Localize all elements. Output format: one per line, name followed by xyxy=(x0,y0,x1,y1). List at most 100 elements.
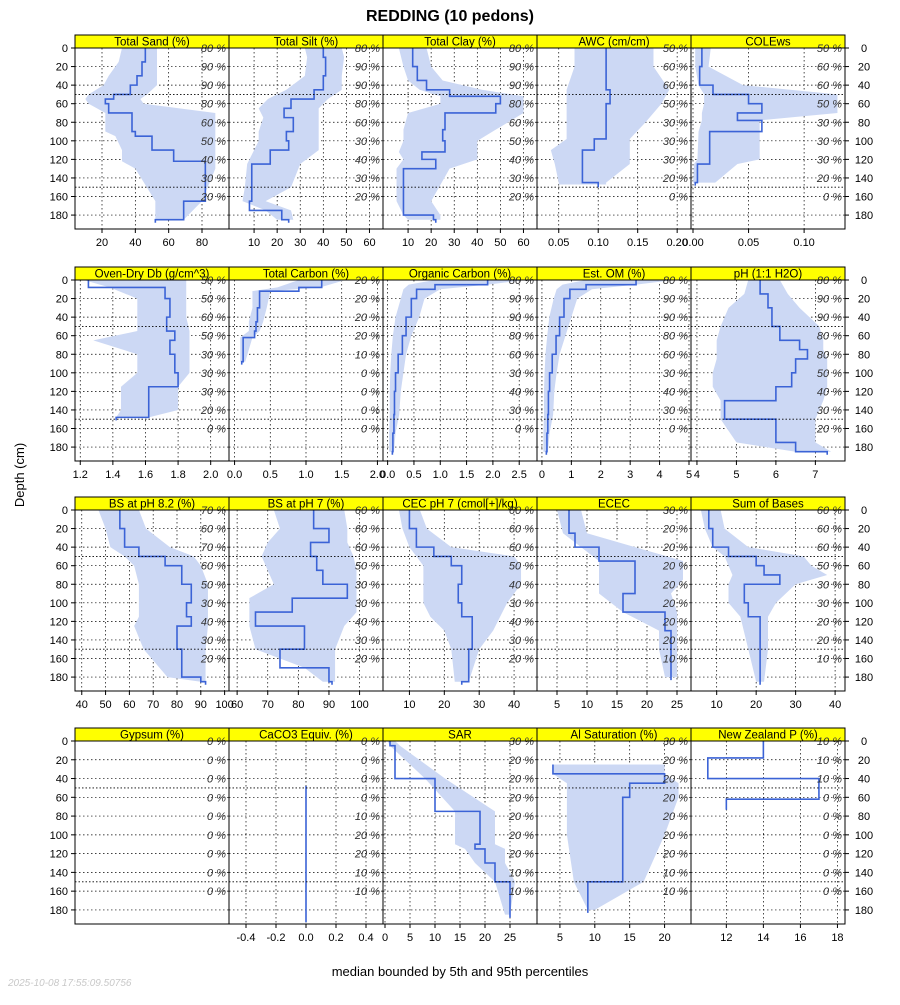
pct-label: 0 % xyxy=(207,755,226,767)
pct-label: 50 % xyxy=(663,99,688,111)
x-tick-label: 12 xyxy=(720,932,732,944)
median-line xyxy=(707,741,820,810)
pct-label: 0 % xyxy=(361,736,380,748)
percentile-band xyxy=(396,48,524,220)
pct-label: 80 % xyxy=(355,99,380,111)
x-tick-label: 5 xyxy=(554,699,560,711)
pct-label: 40 % xyxy=(201,616,226,628)
y-tick-label: 140 xyxy=(855,405,873,417)
y-tick-label: 40 xyxy=(56,80,68,92)
x-tick-label: 1.5 xyxy=(459,469,474,481)
pct-label: 40 % xyxy=(509,154,534,166)
x-tick-label: 10 xyxy=(402,237,414,249)
pct-label: 0 % xyxy=(669,192,688,204)
y-tick-label: 60 xyxy=(858,561,870,573)
pct-label: 30 % xyxy=(509,173,534,185)
pct-label: 70 % xyxy=(201,542,226,554)
y-tick-label: 120 xyxy=(50,616,68,628)
pct-label: 70 % xyxy=(201,505,226,517)
y-tick-label: 0 xyxy=(861,275,867,287)
pct-label: 30 % xyxy=(663,736,688,748)
pct-label: 10 % xyxy=(509,867,534,879)
pct-label: 0 % xyxy=(823,811,842,823)
percentile-band xyxy=(557,510,683,678)
pct-label: 20 % xyxy=(508,830,534,842)
x-tick-label: 5 xyxy=(557,932,563,944)
y-tick-label: 0 xyxy=(861,505,867,517)
panel-0: Total Sand (%) 80 % 90 % 90 % 80 % 60 % 50 % 40… xyxy=(50,34,230,249)
pct-label: 10 % xyxy=(355,349,380,361)
pct-label: 40 % xyxy=(355,154,380,166)
pct-label: 20 % xyxy=(662,830,688,842)
percentile-band xyxy=(98,510,208,682)
x-tick-label: 25 xyxy=(671,699,683,711)
y-tick-label: 160 xyxy=(50,192,68,204)
pct-label: 0 % xyxy=(207,830,226,842)
panel-title: Total Clay (%) xyxy=(424,37,496,49)
pct-label: 40 % xyxy=(509,579,534,591)
pct-label: 20 % xyxy=(662,635,688,647)
panel-frame xyxy=(690,740,846,925)
pct-label: 80 % xyxy=(201,99,226,111)
x-tick-label: -0.2 xyxy=(267,932,286,944)
pct-label: 80 % xyxy=(509,275,534,287)
pct-label: 80 % xyxy=(663,331,688,343)
pct-label: 20 % xyxy=(662,616,688,628)
y-tick-label: 40 xyxy=(56,774,68,786)
x-tick-label: 0.15 xyxy=(627,237,648,249)
pct-label: 20 % xyxy=(662,579,688,591)
y-tick-label: 140 xyxy=(50,173,68,185)
x-tick-label: 40 xyxy=(317,237,329,249)
median-line xyxy=(402,48,502,223)
pct-label: 30 % xyxy=(817,117,842,129)
pct-label: 90 % xyxy=(201,80,226,92)
pct-label: 80 % xyxy=(663,275,688,287)
panel-title: ECEC xyxy=(598,499,630,511)
pct-label: 50 % xyxy=(509,561,534,573)
pct-label: 30 % xyxy=(817,136,842,148)
pct-label: 10 % xyxy=(509,886,534,898)
panel-19: New Zealand P (%)10 %10 %10 %0 %0 %0 %0 … xyxy=(690,727,873,944)
median-line xyxy=(707,510,781,685)
y-tick-label: 20 xyxy=(858,294,870,306)
x-tick-label: 0.5 xyxy=(406,469,421,481)
x-tick-label: 50 xyxy=(494,237,506,249)
panel-frame xyxy=(74,740,230,925)
pct-label: 20 % xyxy=(508,792,534,804)
y-tick-label: 100 xyxy=(855,830,873,842)
y-tick-label: 20 xyxy=(858,755,870,767)
pct-label: 0 % xyxy=(823,792,842,804)
pct-label: 80 % xyxy=(509,43,534,55)
x-tick-label: 2.0 xyxy=(203,469,218,481)
x-tick-label: 20 xyxy=(479,932,491,944)
x-tick-label: 30 xyxy=(790,699,802,711)
y-tick-label: 180 xyxy=(855,905,873,917)
y-tick-label: 60 xyxy=(56,792,68,804)
pct-label: 40 % xyxy=(509,616,534,628)
x-tick-label: 10 xyxy=(711,699,723,711)
pct-label: 30 % xyxy=(817,579,842,591)
y-tick-label: 120 xyxy=(50,386,68,398)
panel-title: pH (1:1 H2O) xyxy=(734,269,803,281)
pct-label: 60 % xyxy=(355,117,380,129)
x-tick-label: 1.5 xyxy=(334,469,349,481)
x-tick-label: 0 xyxy=(539,469,545,481)
median-line xyxy=(694,48,763,186)
pct-label: 0 % xyxy=(515,424,534,436)
pct-label: 40 % xyxy=(663,386,688,398)
pct-label: 50 % xyxy=(817,99,842,111)
pct-label: 60 % xyxy=(817,80,842,92)
x-tick-label: 14 xyxy=(757,932,769,944)
y-tick-label: 120 xyxy=(50,154,68,166)
pct-label: 0 % xyxy=(823,192,842,204)
pct-label: 10 % xyxy=(817,736,842,748)
panel-title: BS at pH 7 (%) xyxy=(268,499,345,511)
y-tick-label: 100 xyxy=(50,598,68,610)
panel-7: Organic Carbon (%)80 %90 %90 %80 %60 %30… xyxy=(380,266,538,481)
pct-label: 30 % xyxy=(355,635,380,647)
pct-label: 60 % xyxy=(201,561,226,573)
pct-label: 20 % xyxy=(354,294,380,306)
x-tick-label: 0 xyxy=(382,932,388,944)
x-tick-label: 40 xyxy=(129,237,141,249)
